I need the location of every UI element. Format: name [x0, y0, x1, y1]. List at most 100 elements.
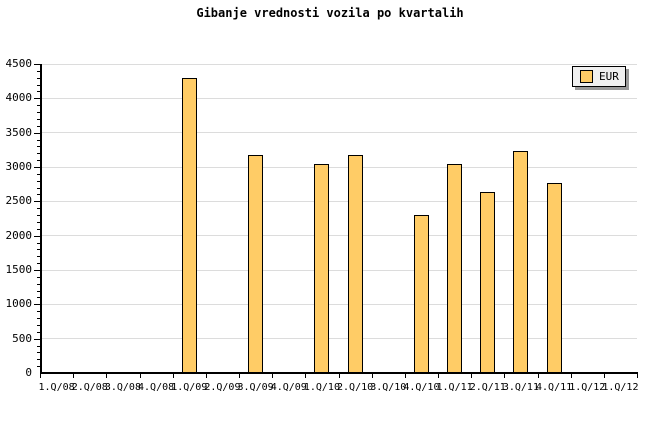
- y-axis-tick: [37, 125, 40, 127]
- x-axis-tick: [239, 373, 240, 378]
- x-axis-tick: [371, 373, 373, 378]
- y-axis-tick: [37, 283, 40, 285]
- y-axis-tick: [37, 256, 40, 258]
- y-axis-tick: [37, 153, 40, 155]
- y-axis: [40, 64, 42, 374]
- y-axis-tick: [37, 70, 40, 72]
- chart-bar: [480, 191, 496, 373]
- x-axis-label: 3.Q/11: [502, 382, 539, 393]
- x-axis-tick: [504, 373, 506, 378]
- x-axis-label: 4.Q/11: [536, 382, 573, 393]
- y-axis-tick: [34, 167, 40, 168]
- y-axis-tick: [37, 366, 40, 368]
- x-axis-label: 3.Q/08: [104, 382, 141, 393]
- y-axis-tick: [37, 215, 40, 217]
- chart-bar: [314, 163, 330, 373]
- y-axis-tick: [34, 304, 40, 306]
- x-axis-label: 2.Q/10: [337, 382, 374, 393]
- y-axis-tick: [37, 105, 40, 107]
- y-axis-tick: [37, 180, 40, 182]
- x-axis-tick: [404, 373, 406, 378]
- y-axis-tick: [37, 263, 40, 265]
- legend: EUR: [572, 66, 626, 87]
- y-axis-tick: [37, 276, 40, 278]
- gridline: [40, 235, 637, 237]
- y-axis-label: 1000: [5, 297, 33, 311]
- y-axis-tick: [34, 338, 40, 340]
- gridline: [40, 63, 637, 65]
- y-axis-tick: [37, 318, 40, 320]
- y-axis-tick: [37, 228, 40, 230]
- gridline: [40, 97, 637, 99]
- y-axis-label: 1500: [5, 263, 33, 276]
- x-axis-label: 2.Q/09: [204, 382, 241, 393]
- y-axis-tick: [37, 249, 40, 251]
- y-axis-tick: [37, 77, 40, 79]
- gridline: [40, 200, 637, 202]
- legend-label: EUR: [599, 70, 619, 83]
- y-axis-label: 0: [25, 366, 32, 379]
- y-axis-tick: [34, 235, 40, 237]
- x-axis-tick: [438, 373, 439, 378]
- x-axis-tick: [570, 373, 572, 378]
- y-axis-tick: [37, 324, 40, 326]
- x-axis-tick: [205, 373, 207, 378]
- x-axis-tick: [305, 373, 307, 378]
- x-axis-tick: [73, 373, 75, 378]
- y-axis-tick: [34, 270, 40, 271]
- y-axis-label: 3000: [5, 160, 33, 173]
- chart-bar: [248, 155, 264, 373]
- x-axis-label: 1.Q/12: [569, 382, 606, 393]
- y-axis-tick: [37, 173, 40, 175]
- x-axis-tick: [338, 373, 340, 378]
- y-axis-tick: [37, 345, 40, 347]
- y-axis-tick: [37, 208, 40, 210]
- chart-bar: [347, 155, 363, 373]
- x-axis-tick: [471, 373, 473, 378]
- x-axis: [40, 372, 638, 374]
- x-axis-label: 3.Q/09: [237, 382, 274, 393]
- x-axis-tick: [139, 373, 141, 378]
- x-axis-label: 4.Q/10: [403, 382, 440, 393]
- chart-bar: [447, 163, 463, 373]
- y-axis-tick: [37, 160, 40, 162]
- chart-bar: [181, 77, 197, 373]
- x-axis-tick: [272, 373, 274, 378]
- y-axis-tick: [34, 132, 40, 134]
- x-axis-tick: [637, 373, 638, 378]
- y-axis-tick: [34, 64, 40, 65]
- y-axis-tick: [34, 201, 40, 203]
- y-axis-tick: [37, 311, 40, 313]
- y-axis-tick: [37, 112, 40, 114]
- chart-bar: [413, 215, 429, 373]
- y-axis-label: 3500: [5, 125, 33, 139]
- y-axis-tick: [37, 84, 40, 86]
- y-axis-tick: [37, 297, 40, 299]
- y-axis-label: 500: [12, 331, 32, 345]
- x-axis-label: 1.Q/11: [436, 382, 473, 393]
- chart-bar: [546, 182, 562, 373]
- x-axis-tick: [603, 373, 605, 378]
- x-axis-label: 1.Q/10: [303, 382, 340, 393]
- y-axis-tick: [37, 331, 40, 333]
- gridline: [40, 338, 637, 340]
- x-axis-label: 2.Q/08: [71, 382, 108, 393]
- y-axis-tick: [37, 194, 40, 196]
- y-axis-tick: [34, 98, 40, 100]
- x-axis-tick: [106, 373, 108, 378]
- gridline: [40, 303, 637, 305]
- gridline: [40, 166, 637, 168]
- x-axis-tick: [172, 373, 174, 378]
- y-axis-tick: [37, 187, 40, 189]
- y-axis-label: 4500: [5, 57, 33, 70]
- y-axis-tick: [37, 146, 40, 148]
- y-axis-tick: [37, 139, 40, 141]
- y-axis-label: 4000: [5, 91, 33, 105]
- x-axis-tick: [40, 373, 41, 378]
- legend-swatch-icon: [580, 70, 593, 83]
- y-axis-tick: [37, 91, 40, 93]
- y-axis-label: 2500: [5, 194, 33, 208]
- x-axis-label: 4.Q/08: [138, 382, 175, 393]
- x-axis-label: 1.Q/08: [38, 382, 75, 393]
- y-axis-tick: [37, 118, 40, 120]
